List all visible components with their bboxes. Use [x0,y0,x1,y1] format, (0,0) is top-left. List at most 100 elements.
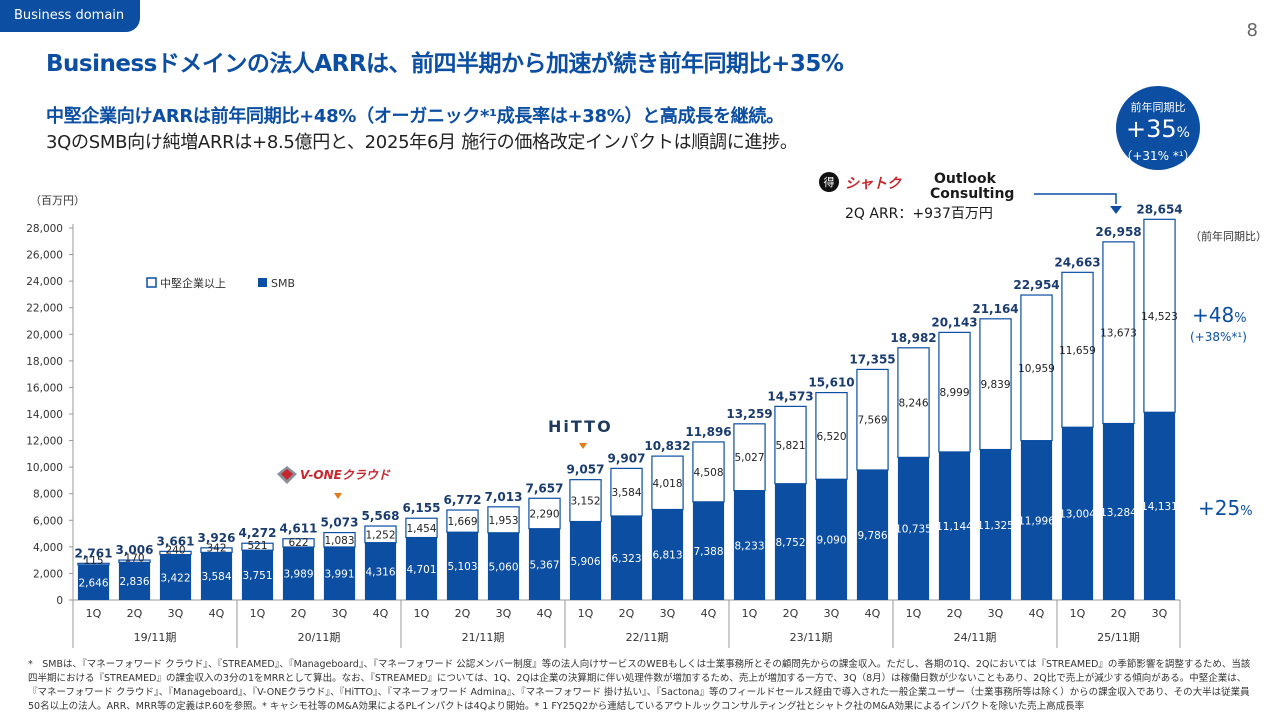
bar-total-label: 3,661 [157,534,195,548]
x-quarter-label: 4Q [209,607,225,620]
bar-midsize [528,497,561,530]
right-yoy-header: （前年同期比） [1190,229,1267,243]
bar-smb [364,542,397,600]
bar-total-label: 9,907 [608,451,646,465]
legend-mid-label: 中堅企業以上 [160,276,226,290]
bar-midsize-value-label: 7,569 [857,415,887,427]
bar-smb-value-label: 8,752 [775,537,805,549]
x-quarter-label: 3Q [1152,607,1168,620]
bar-midsize-value-label: 5,821 [775,440,805,452]
bar-smb-value-label: 6,813 [652,550,682,562]
x-fiscal-year-label: 22/11期 [626,631,669,644]
bar-smb-value-label: 11,144 [936,521,973,533]
bar-smb-value-label: 13,284 [1100,507,1137,519]
x-quarter-label: 1Q [86,607,102,620]
bar-total-label: 5,073 [321,516,359,530]
x-fiscal-year-label: 21/11期 [462,631,505,644]
bar-midsize-value-label: 115 [83,555,103,567]
shatoku-logo-icon [819,172,839,192]
bar-smb [323,546,356,600]
bar-smb [979,449,1012,600]
bar-smb-value-label: 11,996 [1018,515,1055,527]
bar-midsize-value-label: 8,246 [898,398,928,410]
bar-smb-value-label: 7,388 [693,546,723,558]
bar-smb [651,509,684,600]
bar-midsize [610,467,643,517]
x-quarter-label: 3Q [168,607,184,620]
bar-midsize-value-label: 1,454 [406,523,436,535]
y-tick-label: 12,000 [26,436,63,448]
subtitle-smb: 3QのSMB向け純増ARRは+8.5億円と、2025年6月 施行の価格改定インパ… [46,132,798,153]
smb-yoy-value: +25% [1198,496,1253,520]
x-quarter-label: 1Q [1070,607,1086,620]
x-quarter-label: 3Q [332,607,348,620]
bar-midsize [979,318,1012,451]
bar-midsize-value-label: 5,027 [734,452,764,464]
bar-midsize [364,525,397,544]
y-tick-label: 18,000 [26,356,63,368]
x-fiscal-year-label: 20/11期 [298,631,341,644]
x-quarter-label: 2Q [455,607,471,620]
bar-midsize-value-label: 11,659 [1059,345,1096,357]
bar-smb [1102,423,1135,600]
bar-midsize [1061,271,1094,428]
bar-total-label: 24,663 [1054,255,1100,269]
bar-total-label: 6,772 [444,493,482,507]
vone-cloud-logo: V-ONEクラウド [277,466,391,499]
y-tick-label: 22,000 [26,303,63,315]
yoy-badge-organic: （+31% *¹） [1120,149,1196,163]
bar-total-label: 4,272 [239,526,277,540]
bar-midsize-value-label: 14,523 [1141,311,1178,323]
bar-smb [569,521,602,600]
bar-midsize [774,405,807,485]
bar-smb-value-label: 13,004 [1059,509,1096,521]
bar-smb-value-label: 5,103 [447,561,477,573]
bar-total-label: 13,259 [726,407,772,421]
footnote: * SMBは、『マネーフォワード クラウド』、『STREAMED』、『Manag… [28,659,1251,712]
y-tick-label: 0 [56,595,63,607]
bar-midsize-value-label: 342 [206,542,226,554]
bar-midsize [282,538,315,548]
bar-smb-value-label: 10,735 [895,524,932,536]
bar-midsize-value-label: 1,083 [324,535,354,547]
bar-smb-value-label: 11,325 [977,520,1014,532]
x-quarter-label: 4Q [537,607,553,620]
bar-midsize [897,347,930,458]
bar-smb [282,547,315,600]
x-fiscal-year-label: 24/11期 [954,631,997,644]
bar-midsize [118,559,151,563]
bar-total-label: 14,573 [767,389,813,403]
x-quarter-label: 4Q [865,607,881,620]
bar-smb-value-label: 3,751 [242,570,272,582]
acquisition-connector-line [1034,193,1117,204]
bar-total-label: 17,355 [849,352,895,366]
y-tick-label: 4,000 [33,542,63,554]
bar-midsize [938,331,971,453]
bar-smb-value-label: 3,991 [324,568,354,580]
outlook-logo-line2: Consulting [930,186,1014,202]
bar-midsize [856,368,889,471]
bar-midsize-value-label: 622 [288,537,308,549]
outlook-logo-line1: Outlook [934,171,997,187]
bar-smb [1020,440,1053,600]
shatoku-logo-glyph: 得 [824,176,835,189]
bar-smb [856,469,889,600]
shatoku-logo-text: シャトク [845,176,902,192]
x-quarter-label: 2Q [783,607,799,620]
bar-midsize [569,479,602,523]
bar-smb-value-label: 3,584 [201,571,231,583]
y-tick-label: 6,000 [33,515,63,527]
bar-total-label: 26,958 [1095,225,1141,239]
bar-smb-value-label: 3,422 [160,572,190,584]
bar-midsize [487,506,520,534]
y-tick-label: 20,000 [26,329,63,341]
bar-midsize-value-label: 240 [165,545,185,557]
bar-midsize-value-label: 9,839 [980,379,1010,391]
bar-total-label: 5,568 [362,509,400,523]
x-quarter-label: 3Q [660,607,676,620]
bar-smb [487,532,520,600]
bar-midsize-value-label: 1,252 [365,529,395,541]
page-number: 8 [1246,20,1258,41]
bar-midsize-value-label: 3,584 [611,487,641,499]
bar-midsize [733,423,766,492]
